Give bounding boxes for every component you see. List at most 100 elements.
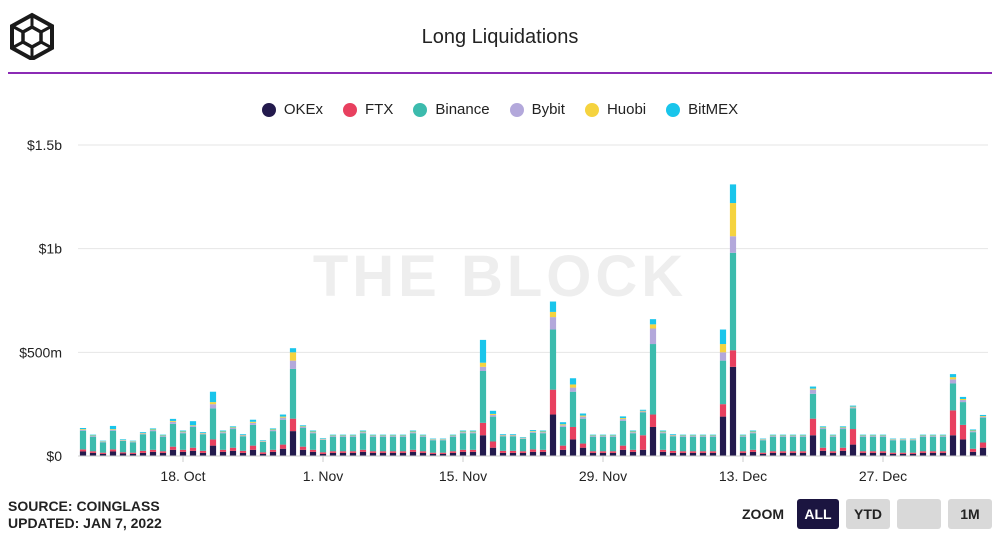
bar-segment-ftx[interactable]	[299, 446, 307, 450]
bar-segment-ftx[interactable]	[719, 404, 727, 417]
bar-segment-bybit[interactable]	[759, 439, 767, 441]
bar-segment-bybit[interactable]	[569, 387, 577, 392]
bar-segment-okex[interactable]	[719, 416, 727, 456]
bar-segment-ftx[interactable]	[209, 439, 217, 446]
bar-segment-bitmex[interactable]	[439, 438, 447, 440]
bar-segment-bybit[interactable]	[579, 416, 587, 419]
bar-segment-bitmex[interactable]	[739, 434, 747, 436]
bar-segment-okex[interactable]	[679, 452, 687, 456]
bar-segment-bitmex[interactable]	[479, 339, 487, 363]
bar-segment-bitmex[interactable]	[109, 425, 117, 430]
bar-segment-bitmex[interactable]	[309, 430, 317, 432]
bar-segment-ftx[interactable]	[79, 449, 87, 452]
bar-segment-ftx[interactable]	[829, 451, 837, 453]
bar-segment-okex[interactable]	[809, 435, 817, 456]
bar-segment-ftx[interactable]	[929, 451, 937, 453]
bar-segment-okex[interactable]	[889, 453, 897, 456]
bar-segment-okex[interactable]	[769, 452, 777, 456]
bar-segment-bybit[interactable]	[339, 435, 347, 437]
bar-segment-ftx[interactable]	[879, 451, 887, 453]
bar-segment-okex[interactable]	[249, 449, 257, 456]
bar-segment-ftx[interactable]	[529, 449, 537, 452]
bar-segment-binance[interactable]	[529, 432, 537, 450]
bar-segment-bitmex[interactable]	[919, 434, 927, 436]
bar-segment-ftx[interactable]	[799, 451, 807, 453]
bar-segment-huobi[interactable]	[659, 431, 667, 433]
bar-segment-bitmex[interactable]	[389, 434, 397, 436]
bar-segment-okex[interactable]	[389, 452, 397, 456]
bar-segment-ftx[interactable]	[269, 449, 277, 452]
bar-segment-ftx[interactable]	[809, 418, 817, 436]
bar-segment-huobi[interactable]	[149, 429, 157, 431]
bar-segment-bybit[interactable]	[779, 435, 787, 437]
bar-segment-bybit[interactable]	[279, 417, 287, 420]
bar-segment-binance[interactable]	[779, 436, 787, 452]
bar-segment-binance[interactable]	[519, 438, 527, 452]
bar-segment-bitmex[interactable]	[509, 434, 517, 436]
bar-segment-okex[interactable]	[439, 453, 447, 456]
bar-segment-bitmex[interactable]	[499, 434, 507, 436]
bar-segment-okex[interactable]	[109, 451, 117, 456]
bar-segment-bybit[interactable]	[559, 425, 567, 427]
bar-segment-ftx[interactable]	[359, 449, 367, 452]
bar-segment-bitmex[interactable]	[939, 434, 947, 436]
bar-segment-okex[interactable]	[919, 452, 927, 456]
bar-segment-ftx[interactable]	[419, 451, 427, 453]
bar-segment-okex[interactable]	[359, 451, 367, 456]
bar-segment-binance[interactable]	[589, 436, 597, 452]
bar-segment-binance[interactable]	[569, 391, 577, 427]
bar-segment-bitmex[interactable]	[749, 430, 757, 432]
bar-segment-ftx[interactable]	[179, 449, 187, 452]
bar-segment-okex[interactable]	[589, 452, 597, 456]
bar-segment-binance[interactable]	[299, 428, 307, 447]
bar-segment-ftx[interactable]	[339, 451, 347, 453]
bar-segment-okex[interactable]	[649, 426, 657, 456]
bar-segment-binance[interactable]	[279, 419, 287, 445]
bar-segment-ftx[interactable]	[819, 447, 827, 451]
bar-segment-bybit[interactable]	[649, 328, 657, 345]
legend-item-huobi[interactable]: Huobi	[584, 101, 646, 118]
bar-segment-okex[interactable]	[369, 452, 377, 456]
bar-segment-ftx[interactable]	[129, 452, 137, 454]
legend-item-ftx[interactable]: FTX	[343, 101, 393, 118]
bar-segment-bybit[interactable]	[159, 435, 167, 437]
bar-segment-bybit[interactable]	[419, 435, 427, 437]
bar-segment-binance[interactable]	[659, 433, 667, 450]
bar-segment-okex[interactable]	[319, 453, 327, 456]
bar-segment-bitmex[interactable]	[779, 434, 787, 436]
bar-segment-ftx[interactable]	[899, 452, 907, 454]
bar-segment-ftx[interactable]	[249, 445, 257, 450]
bar-segment-okex[interactable]	[199, 452, 207, 456]
bar-segment-bybit[interactable]	[389, 435, 397, 437]
bar-segment-okex[interactable]	[499, 452, 507, 456]
bar-segment-bitmex[interactable]	[329, 434, 337, 436]
bar-segment-bitmex[interactable]	[769, 434, 777, 436]
bar-segment-okex[interactable]	[329, 452, 337, 456]
bar-segment-bitmex[interactable]	[159, 434, 167, 436]
bar-segment-bybit[interactable]	[349, 435, 357, 437]
bar-segment-huobi[interactable]	[219, 431, 227, 433]
bar-segment-huobi[interactable]	[529, 431, 537, 432]
bar-segment-ftx[interactable]	[469, 449, 477, 452]
bar-segment-ftx[interactable]	[489, 441, 497, 448]
bar-segment-okex[interactable]	[859, 452, 867, 456]
bar-segment-bitmex[interactable]	[399, 434, 407, 436]
bar-segment-bybit[interactable]	[879, 435, 887, 437]
bar-segment-binance[interactable]	[149, 431, 157, 450]
bar-segment-huobi[interactable]	[729, 203, 737, 237]
bar-segment-binance[interactable]	[489, 416, 497, 442]
bar-segment-bybit[interactable]	[689, 435, 697, 437]
bar-segment-ftx[interactable]	[119, 452, 127, 454]
bar-segment-binance[interactable]	[409, 433, 417, 450]
bar-segment-binance[interactable]	[139, 434, 147, 451]
bar-segment-okex[interactable]	[139, 452, 147, 456]
bar-segment-bitmex[interactable]	[529, 430, 537, 432]
bar-segment-bybit[interactable]	[269, 430, 277, 432]
bar-segment-bybit[interactable]	[929, 435, 937, 437]
bar-segment-ftx[interactable]	[869, 451, 877, 453]
bar-segment-bybit[interactable]	[549, 317, 557, 330]
bar-segment-huobi[interactable]	[109, 429, 117, 430]
bar-segment-okex[interactable]	[779, 452, 787, 456]
bar-segment-binance[interactable]	[499, 436, 507, 451]
bar-segment-bybit[interactable]	[99, 441, 107, 443]
